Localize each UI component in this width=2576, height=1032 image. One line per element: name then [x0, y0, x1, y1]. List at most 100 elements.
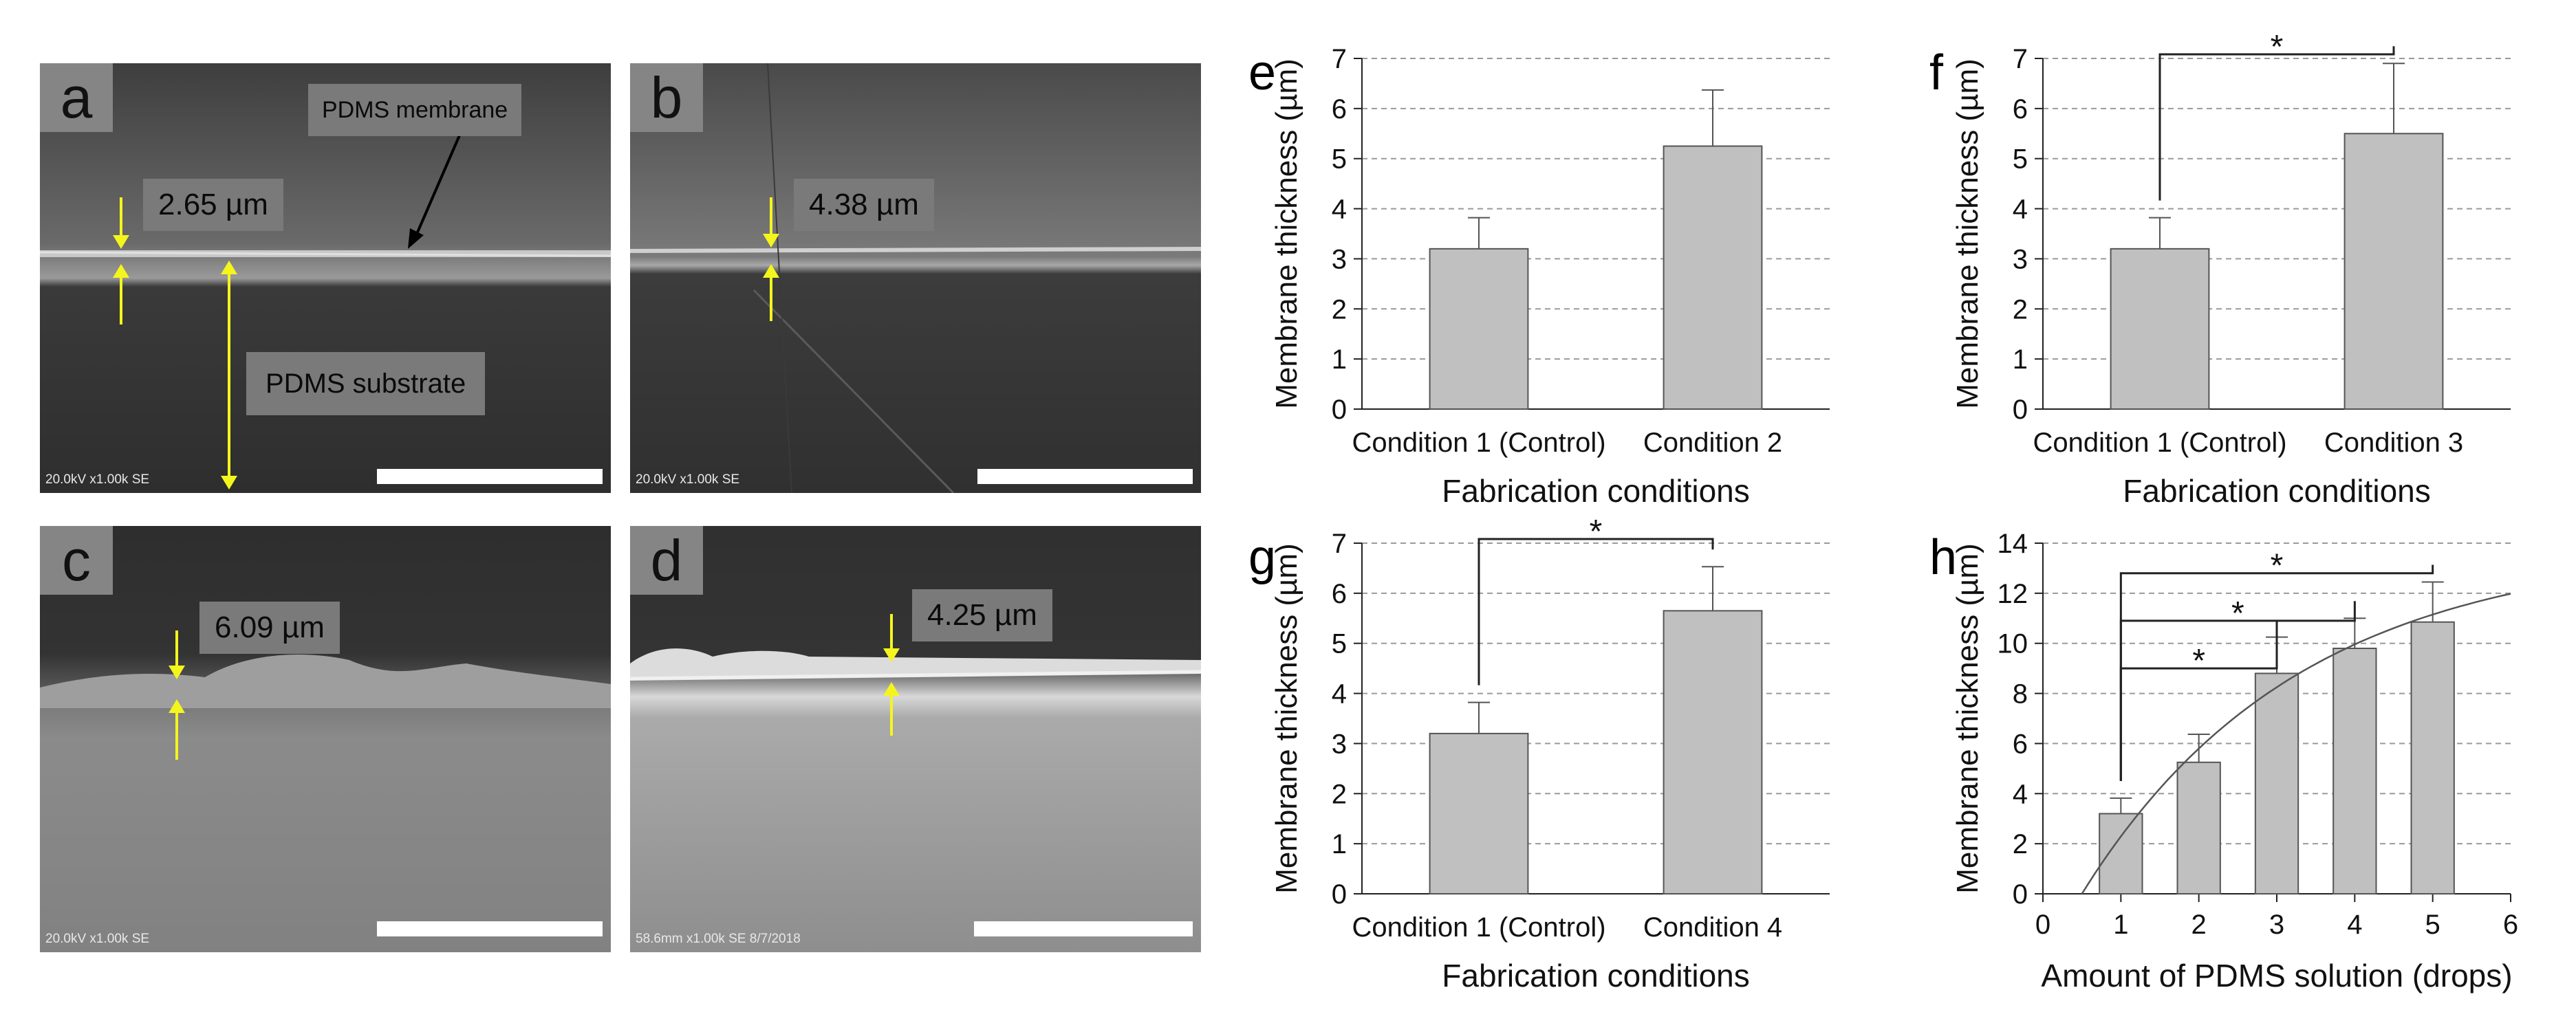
significance-bracket: [1478, 538, 1714, 685]
y-tick-label: 2: [1332, 779, 1347, 809]
sem-footer-d: 58.6mm x1.00k SE 8/7/2018: [636, 932, 801, 946]
x-tick-label: 4: [2347, 910, 2362, 940]
significance-bracket: [2119, 564, 2434, 781]
chart-g-svg: g 0 1 2 3 4 5 6 7 Condition 1 (Control) Condition …: [1248, 514, 1830, 993]
x-category-label: Condition 2: [1643, 428, 1782, 458]
sem-image-c: [40, 526, 611, 952]
sem-footer-b: 20.0kV x1.00k SE: [636, 472, 740, 487]
y-tick-label: 5: [2013, 144, 2028, 175]
significance-star: *: [2271, 29, 2284, 65]
pdms-substrate-label: PDMS substrate: [246, 352, 486, 415]
y-tick-label: 5: [1332, 629, 1347, 659]
y-tick-label: 0: [1332, 395, 1347, 425]
y-tick-label: 12: [1998, 579, 2028, 609]
panel-label-h: h: [1929, 530, 1957, 585]
significance-star: *: [1590, 514, 1603, 550]
x-category-label: Condition 1 (Control): [1352, 428, 1605, 458]
scale-bar-a: [377, 469, 603, 484]
y-axis-title: Membrane thickness (µm): [1951, 58, 1984, 408]
y-tick-label: 1: [1332, 344, 1347, 375]
x-category-label: Condition 4: [1643, 912, 1782, 943]
trendline: [2081, 593, 2511, 894]
panel-label-g: g: [1248, 530, 1276, 585]
bar: [2099, 813, 2143, 894]
scale-bar-c: [377, 921, 603, 936]
significance-star: *: [2231, 595, 2244, 632]
y-axis-title: Membrane thickness (µm): [1951, 543, 1984, 893]
y-tick-label: 6: [1332, 94, 1347, 124]
significance-bracket: [2158, 46, 2395, 201]
sem-panel-c: c 6.09 µm 20.0kV x1.00k SE: [40, 526, 611, 952]
panel-label-d: d: [630, 526, 703, 595]
x-category-label: Condition 1 (Control): [2033, 428, 2286, 458]
y-tick-label: 4: [1332, 195, 1347, 225]
y-tick-label: 1: [2013, 344, 2028, 375]
y-tick-label: 14: [1998, 529, 2028, 559]
x-tick-label: 5: [2425, 910, 2440, 940]
significance-star: *: [2192, 643, 2205, 679]
y-tick-label: 3: [2013, 244, 2028, 274]
sem-footer-a: 20.0kV x1.00k SE: [45, 472, 150, 487]
measurement-label-a: 2.65 µm: [143, 179, 283, 231]
pdms-membrane-label: PDMS membrane: [308, 84, 522, 136]
x-axis-title: Fabrication conditions: [1442, 473, 1749, 509]
x-tick-label: 1: [2113, 910, 2128, 940]
y-tick-label: 0: [1332, 879, 1347, 910]
y-tick-label: 10: [1998, 629, 2028, 659]
chart-h: h 0 2 4 6 8 10 12 14 0 1 2 3 4 5 6 * * * Amount of PDMS sol…: [1912, 526, 2559, 1000]
bar: [2110, 248, 2210, 410]
x-axis-title: Fabrication conditions: [2123, 473, 2430, 509]
panel-label-c: c: [40, 526, 113, 595]
y-tick-label: 3: [1332, 244, 1347, 274]
chart-f: f 0 1 2 3 4 5 6 7 Condition 1 (Control) Condition …: [1912, 29, 2559, 516]
sem-panel-b: b 4.38 µm 20.0kV x1.00k SE: [630, 63, 1201, 493]
scale-bar-b: [977, 469, 1193, 484]
y-tick-label: 2: [2013, 294, 2028, 325]
chart-e-svg: e 0 1 2 3 4 5 6 7 Condition 1 (Control) Condition …: [1248, 44, 1830, 509]
chart-g: g 0 1 2 3 4 5 6 7 Condition 1 (Control) Condition …: [1231, 514, 1878, 1000]
chart-e: e 0 1 2 3 4 5 6 7 Condition 1 (Control) Condition …: [1231, 41, 1878, 516]
x-category-label: Condition 3: [2324, 428, 2463, 458]
bar: [2410, 621, 2455, 894]
measurement-label-b: 4.38 µm: [794, 179, 934, 231]
x-tick-label: 2: [2191, 910, 2207, 940]
sem-panel-d: d 4.25 µm 58.6mm x1.00k SE 8/7/2018: [630, 526, 1201, 952]
bar: [1663, 610, 1763, 894]
y-tick-label: 8: [2013, 679, 2028, 710]
y-tick-label: 7: [1332, 529, 1347, 559]
y-tick-label: 4: [2013, 779, 2028, 809]
significance-star: *: [2271, 548, 2284, 584]
panel-label-e: e: [1248, 45, 1276, 100]
y-axis-title: Membrane thickness (µm): [1270, 58, 1303, 408]
sem-footer-c: 20.0kV x1.00k SE: [45, 932, 150, 946]
x-tick-label: 3: [2269, 910, 2284, 940]
y-tick-label: 5: [1332, 144, 1347, 175]
y-tick-label: 7: [1332, 44, 1347, 74]
y-tick-label: 3: [1332, 729, 1347, 759]
y-tick-label: 7: [2013, 44, 2028, 74]
y-tick-label: 2: [1332, 294, 1347, 325]
panel-label-a: a: [40, 63, 113, 132]
sem-panel-a: a PDMS membrane 2.65 µm PDMS substrate 2…: [40, 63, 611, 493]
y-tick-label: 1: [1332, 829, 1347, 859]
panel-label-f: f: [1929, 45, 1944, 100]
y-tick-label: 4: [2013, 195, 2028, 225]
x-axis-title: Fabrication conditions: [1442, 958, 1749, 993]
x-category-label: Condition 1 (Control): [1352, 912, 1605, 943]
y-axis-title: Membrane thickness (µm): [1270, 543, 1303, 893]
bar: [2333, 648, 2377, 894]
bar: [1663, 145, 1763, 410]
y-tick-label: 4: [1332, 679, 1347, 710]
sem-image-d: [630, 526, 1201, 952]
y-tick-label: 0: [2013, 395, 2028, 425]
bar: [2344, 133, 2444, 410]
x-axis-title: Amount of PDMS solution (drops): [2041, 958, 2512, 993]
bar: [1429, 732, 1529, 894]
x-tick-label: 6: [2503, 910, 2518, 940]
y-tick-label: 2: [2013, 829, 2028, 859]
bar: [2254, 672, 2299, 895]
measurement-label-c: 6.09 µm: [199, 602, 340, 654]
y-tick-label: 6: [1332, 579, 1347, 609]
sem-image-b: [630, 63, 1201, 493]
